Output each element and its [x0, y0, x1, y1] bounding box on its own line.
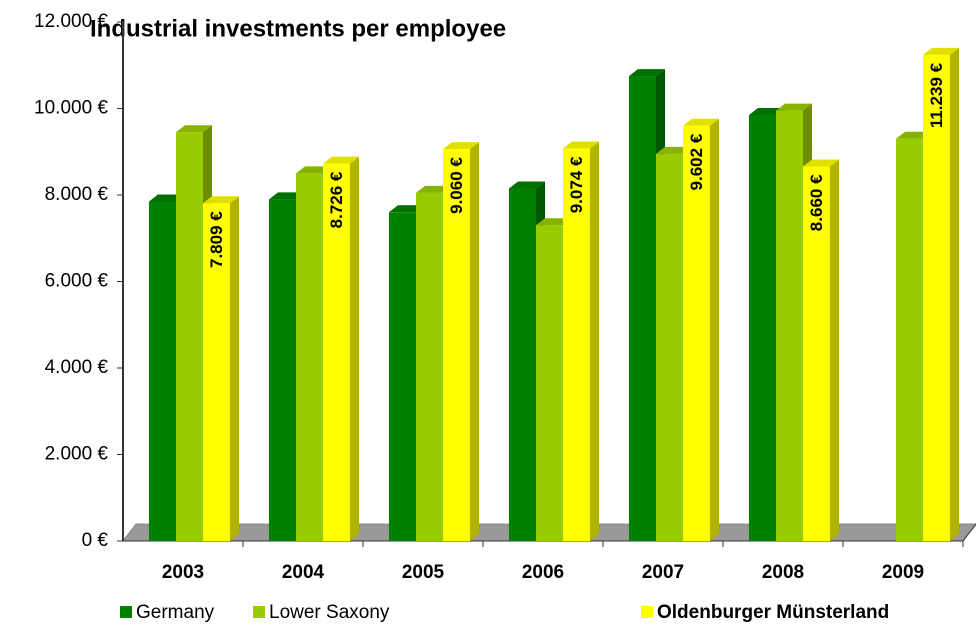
value-label: 9.074 € — [567, 156, 586, 213]
bar-top — [683, 118, 719, 126]
bar — [563, 148, 590, 541]
y-tick-label: 10.000 € — [34, 98, 108, 119]
bar-top-shade — [803, 159, 839, 167]
bar — [683, 125, 710, 541]
bar-top — [776, 103, 812, 111]
bar-side-shade — [590, 141, 599, 541]
bar — [416, 192, 443, 541]
x-tick-label: 2006 — [522, 562, 564, 583]
bar-top-shade — [509, 181, 545, 189]
bar — [509, 188, 536, 541]
bar-top — [323, 156, 359, 164]
bar — [656, 153, 683, 541]
bar-top-shade — [203, 196, 239, 204]
chart-title: Industrial investments per employee — [90, 15, 506, 42]
y-tick-label: 8.000 € — [45, 184, 109, 205]
bar-top-shade — [683, 118, 719, 126]
bar-side-shade — [230, 196, 239, 542]
bar-side-shade — [710, 118, 719, 541]
bar — [203, 203, 230, 542]
y-tick-label: 12.000 € — [34, 11, 108, 32]
bar — [803, 166, 830, 541]
x-tick-label: 2007 — [642, 562, 684, 583]
bar — [296, 173, 323, 541]
bar-side-shade — [830, 159, 839, 541]
bar-side — [350, 156, 359, 541]
bar-top-shade — [776, 103, 812, 111]
x-tick-label: 2009 — [882, 562, 924, 583]
bar-top — [509, 181, 545, 189]
legend-swatch — [641, 606, 653, 618]
bar-top-shade — [629, 69, 665, 77]
bar-side-shade — [950, 47, 959, 542]
bar-top — [176, 125, 212, 133]
value-label: 9.060 € — [447, 157, 466, 214]
y-tick-label: 6.000 € — [45, 271, 109, 292]
x-tick-label: 2003 — [162, 562, 204, 583]
value-label: 11.239 € — [927, 62, 946, 128]
bar-top — [803, 159, 839, 167]
bar-side — [830, 159, 839, 541]
bar-top-shade — [323, 156, 359, 164]
bar — [443, 149, 470, 541]
bar — [176, 132, 203, 541]
y-tick-label: 0 € — [82, 530, 109, 551]
bar-side — [230, 196, 239, 542]
bar-top-shade — [443, 142, 479, 150]
bar — [629, 76, 656, 541]
value-label: 8.726 € — [327, 171, 346, 228]
bar — [896, 138, 923, 541]
bar — [776, 110, 803, 541]
value-label: 8.660 € — [807, 174, 826, 231]
bar — [923, 54, 950, 542]
x-tick-label: 2004 — [282, 562, 325, 583]
bar — [269, 199, 296, 541]
bar — [149, 201, 176, 542]
legend-label: Oldenburger Münsterland — [657, 602, 889, 623]
legend-label: Germany — [136, 602, 215, 623]
bar-side — [470, 142, 479, 541]
legend-swatch — [120, 606, 132, 618]
y-tick-label: 2.000 € — [45, 444, 109, 465]
bar-side — [590, 141, 599, 541]
x-tick-label: 2008 — [762, 562, 804, 583]
bar-top — [563, 141, 599, 149]
bar-top-shade — [923, 47, 959, 55]
legend-label: Lower Saxony — [269, 602, 390, 623]
bar — [323, 163, 350, 541]
bar-top — [629, 69, 665, 77]
bar-side — [710, 118, 719, 541]
y-tick-label: 4.000 € — [45, 357, 109, 378]
value-label: 9.602 € — [687, 133, 706, 190]
bar-side-shade — [350, 156, 359, 541]
x-axis-depth — [962, 523, 976, 542]
bar — [749, 114, 776, 542]
bar-top-shade — [563, 141, 599, 149]
bar — [389, 212, 416, 542]
bar-top — [923, 47, 959, 55]
bar-top — [443, 142, 479, 150]
bar-side-shade — [470, 142, 479, 541]
x-tick-label: 2005 — [402, 562, 445, 583]
bar — [536, 225, 563, 541]
legend-swatch — [253, 606, 265, 618]
bar-top-shade — [176, 125, 212, 133]
value-label: 7.809 € — [207, 211, 226, 268]
bar-side — [950, 47, 959, 542]
bar-top — [203, 196, 239, 204]
